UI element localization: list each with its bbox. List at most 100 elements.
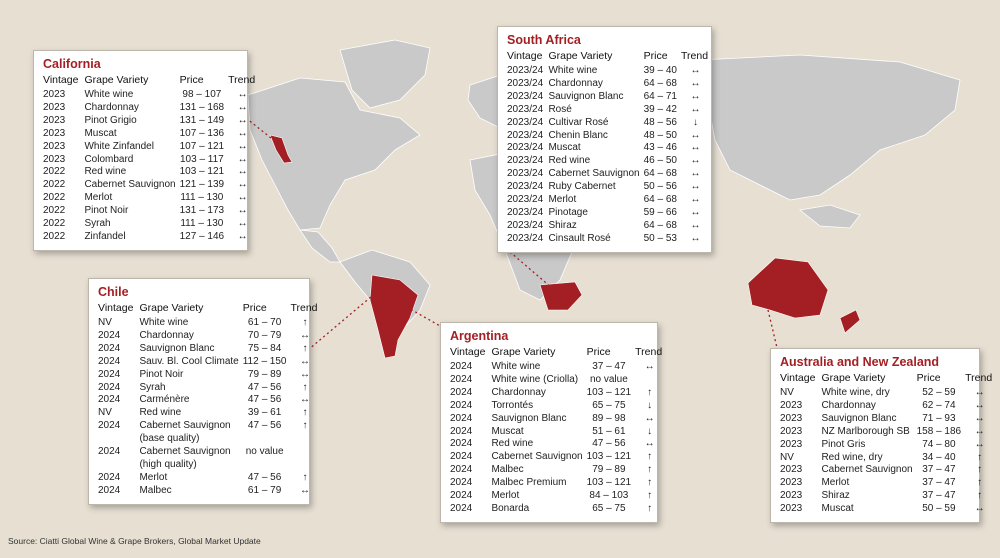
trend-cell: ↓ bbox=[647, 425, 653, 437]
australia-nz-table: Vintage Grape Variety Price Trend NV Whit… bbox=[780, 372, 998, 516]
trend-cell bbox=[290, 446, 323, 472]
trend-cell: ↔ bbox=[237, 114, 248, 126]
variety-cell: Muscat bbox=[548, 142, 581, 154]
trend-cell: ↑ bbox=[302, 342, 308, 354]
price-cell: 103 – 121 bbox=[586, 386, 632, 398]
col-trend: Trend bbox=[681, 50, 709, 62]
california-title: California bbox=[43, 57, 101, 71]
trend-cell: ↔ bbox=[690, 155, 701, 167]
trend-cell: ↔ bbox=[237, 153, 248, 165]
trend-cell: ↔ bbox=[974, 399, 985, 411]
trend-cell: ↔ bbox=[690, 129, 701, 141]
table-row: 2023/24 Merlot 64 – 68 ↔ bbox=[507, 194, 714, 207]
price-cell: 46 – 50 bbox=[643, 155, 677, 167]
variety-cell: White wine bbox=[84, 89, 134, 100]
vintage-cell: 2023 bbox=[780, 399, 803, 411]
col-price: Price bbox=[586, 346, 611, 358]
price-cell: 47 – 56 bbox=[247, 381, 282, 393]
vintage-cell: 2023 bbox=[780, 412, 803, 424]
variety-cell: Bonarda bbox=[491, 502, 530, 514]
price-cell: 47 – 56 bbox=[247, 471, 282, 483]
trend-cell: ↔ bbox=[237, 101, 248, 113]
table-row: 2023 Cabernet Sauvignon 37 – 47 ↑ bbox=[780, 464, 998, 477]
connector-argentina bbox=[397, 301, 441, 327]
vintage-cell: 2024 bbox=[98, 329, 121, 341]
table-row: 2023 Pinot Gris 74 – 80 ↔ bbox=[780, 439, 998, 452]
price-cell: 74 – 80 bbox=[922, 438, 956, 450]
variety-cell: Red wine bbox=[548, 155, 591, 167]
variety-cell: Malbec bbox=[491, 464, 524, 476]
price-cell: 37 – 47 bbox=[592, 361, 626, 372]
table-row: 2023/24 Cultivar Rosé 48 – 56 ↓ bbox=[507, 117, 714, 130]
vintage-cell: 2024 bbox=[450, 425, 473, 437]
australia-nz-panel: Australia and New Zealand Vintage Grape … bbox=[770, 348, 992, 524]
trend-cell: ↔ bbox=[690, 206, 701, 218]
variety-cell: Ruby Cabernet bbox=[548, 181, 616, 193]
price-cell: 70 – 79 bbox=[247, 329, 282, 341]
trend-cell: ↔ bbox=[237, 218, 248, 230]
trend-cell: ↑ bbox=[302, 381, 308, 393]
vintage-cell: 2024 bbox=[98, 420, 121, 432]
vintage-cell: 2023/24 bbox=[507, 116, 544, 128]
vintage-cell: 2023 bbox=[780, 490, 803, 502]
col-trend: Trend bbox=[635, 346, 663, 358]
north-america bbox=[247, 77, 421, 231]
col-vintage: Vintage bbox=[780, 372, 816, 384]
variety-cell: NZ Marlborough SB bbox=[821, 425, 910, 437]
table-row: 2024 Syrah 47 – 56 ↑ bbox=[98, 382, 324, 395]
variety-cell: Cabernet Sauvignon (high quality) bbox=[139, 446, 231, 470]
price-cell: 158 – 186 bbox=[916, 425, 962, 437]
vintage-cell: 2024 bbox=[450, 412, 473, 424]
trend-cell: ↑ bbox=[302, 420, 308, 432]
trend-cell: ↔ bbox=[974, 425, 985, 437]
trend-cell: ↔ bbox=[237, 230, 248, 242]
greenland bbox=[339, 39, 431, 109]
price-cell: 48 – 56 bbox=[643, 116, 677, 128]
trend-cell: ↑ bbox=[977, 451, 983, 463]
table-row: 2023/24 White wine 39 – 40 ↔ bbox=[507, 65, 714, 78]
vintage-cell: 2024 bbox=[450, 373, 473, 385]
variety-cell: Cabernet Sauvignon bbox=[84, 179, 176, 191]
connector-south-africa bbox=[509, 251, 553, 289]
table-row: 2024 Bonarda 65 – 75 ↑ bbox=[450, 503, 668, 516]
col-vintage: Vintage bbox=[507, 50, 543, 62]
table-row: 2024 Malbec 79 – 89 ↑ bbox=[450, 464, 668, 477]
vintage-cell: 2023/24 bbox=[507, 129, 544, 141]
vintage-cell: 2023 bbox=[43, 89, 66, 100]
trend-cell: ↑ bbox=[647, 502, 653, 514]
table-row: 2023/24 Pinotage 59 – 66 ↔ bbox=[507, 207, 714, 220]
table-row: 2024 Sauv. Bl. Cool Climate 112 – 150 ↔ bbox=[98, 356, 324, 369]
price-cell: 71 – 93 bbox=[922, 412, 956, 424]
col-variety: Grape Variety bbox=[139, 302, 204, 314]
table-row: 2023 Chardonnay 62 – 74 ↔ bbox=[780, 400, 998, 413]
trend-cell: ↔ bbox=[300, 394, 310, 406]
table-row: 2022 Zinfandel 127 – 146 ↔ bbox=[43, 231, 261, 244]
vintage-cell: 2023 bbox=[780, 425, 803, 437]
variety-cell: Chardonnay bbox=[139, 329, 194, 341]
vintage-cell: 2023/24 bbox=[507, 206, 544, 218]
table-row: 2023/24 Sauvignon Blanc 64 – 71 ↔ bbox=[507, 91, 714, 104]
variety-cell: Chardonnay bbox=[84, 101, 139, 113]
vintage-cell: 2024 bbox=[98, 471, 121, 483]
variety-cell: Carménère bbox=[139, 394, 190, 406]
table-row: 2024 Pinot Noir 79 – 89 ↔ bbox=[98, 369, 324, 382]
price-cell: 50 – 53 bbox=[643, 232, 677, 244]
variety-cell: Muscat bbox=[491, 425, 524, 437]
vintage-cell: 2024 bbox=[450, 490, 473, 502]
trend-cell: ↑ bbox=[302, 317, 308, 328]
vintage-cell: 2022 bbox=[43, 166, 66, 178]
south-africa-panel: South Africa Vintage Grape Variety Price… bbox=[497, 26, 712, 253]
table-row: 2024 Sauvignon Blanc 75 – 84 ↑ bbox=[98, 343, 324, 356]
south-africa-highlight bbox=[539, 281, 583, 311]
vintage-cell: NV bbox=[780, 451, 794, 463]
col-variety: Grape Variety bbox=[548, 50, 613, 62]
price-cell: 61 – 70 bbox=[247, 317, 282, 328]
variety-cell: Red wine bbox=[84, 166, 127, 178]
variety-cell: Pinot Gris bbox=[821, 438, 866, 450]
col-price: Price bbox=[643, 50, 668, 62]
variety-cell: White wine (Criolla) bbox=[491, 373, 579, 385]
price-cell: 112 – 150 bbox=[242, 355, 287, 367]
vintage-cell: 2024 bbox=[98, 446, 121, 458]
price-cell: no value bbox=[589, 373, 628, 385]
price-cell: 84 – 103 bbox=[589, 490, 629, 502]
